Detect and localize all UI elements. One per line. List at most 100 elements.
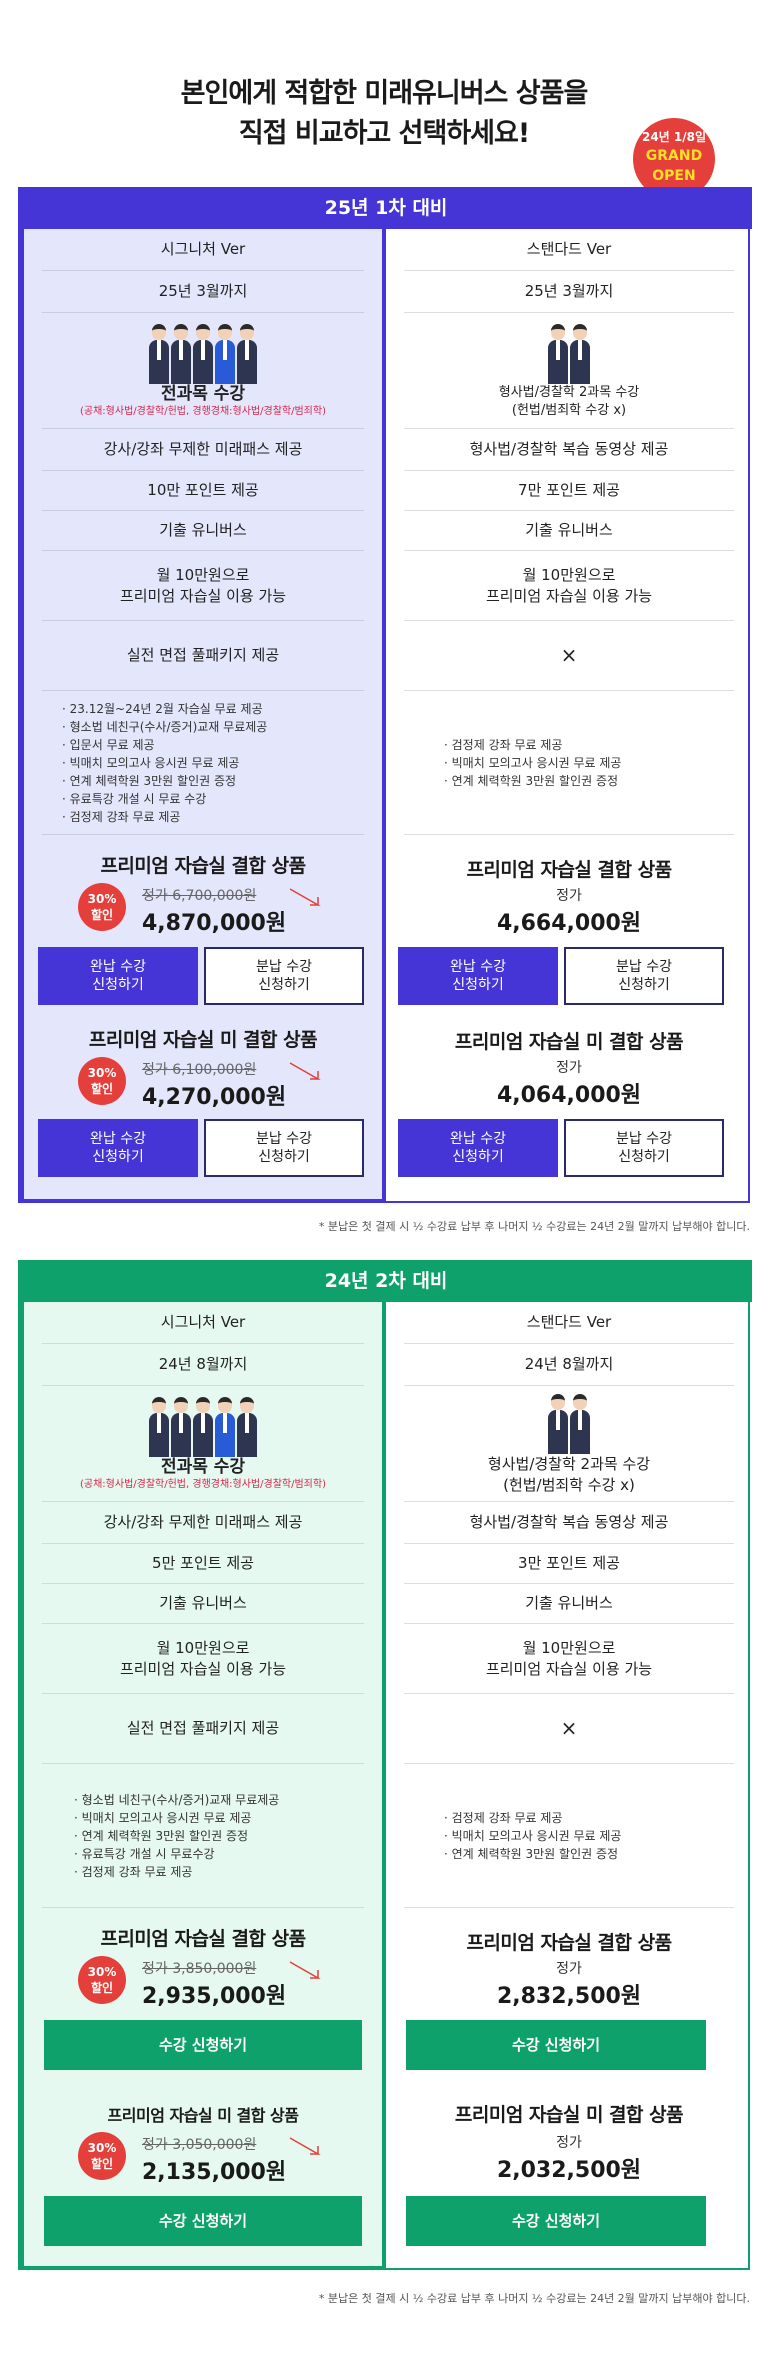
button-label-2: 신청하기 — [92, 1149, 144, 1165]
instructors-image — [548, 322, 590, 384]
discount-rate: 30% — [87, 2141, 117, 2155]
price-label: 정가 — [556, 2135, 582, 2151]
apply-button[interactable]: 수강 신청하기 — [406, 2020, 706, 2070]
period: 25년 3월까지 — [42, 271, 364, 313]
button-label-1: 분납 수강 — [616, 1131, 672, 1147]
bullet-item: 빅매치 모의고사 응시권 무료 제공 — [74, 1809, 279, 1827]
version-label: 스탠다드 Ver — [404, 1302, 734, 1344]
bullet-item: 연계 체력학원 3만원 할인권 증정 — [444, 772, 621, 790]
instructors-image — [149, 322, 257, 384]
course-box: 형사법/경찰학 2과목 수강 (헌법/범죄학 수강 x) — [404, 1386, 734, 1502]
bullet-item: 23.12월~24년 2월 자습실 무료 제공 — [62, 700, 267, 718]
benefit-pass: 강사/강좌 무제한 미래패스 제공 — [42, 1502, 364, 1544]
bullet-item: 형소법 네친구(수사/증거)교재 무료제공 — [62, 718, 268, 736]
course-subtitle: (헌법/범죄학 수강 x) — [503, 1475, 635, 1494]
benefit-interview: 실전 면접 풀패키지 제공 — [42, 1694, 364, 1764]
full-payment-button[interactable]: 완납 수강 신청하기 — [38, 947, 198, 1005]
price: 4,664,000원 — [496, 911, 642, 936]
course-subtitle: (공채:형사법/경찰학/헌법, 경행경채:형사법/경찰학/범죄학) — [80, 1479, 326, 1490]
section-25-1: 25년 1차 대비 시그니처 Ver 25년 3월까지 전과목 수강 (공채:형… — [18, 187, 752, 1203]
benefit-study-room: 월 10만원으로 프리미엄 자습실 이용 가능 — [404, 1624, 734, 1694]
price-label: 정가 — [556, 888, 582, 904]
button-label-2: 신청하기 — [92, 977, 144, 993]
product-1-title: 프리미엄 자습실 결합 상품 — [100, 1928, 306, 1950]
installment-button[interactable]: 분납 수강 신청하기 — [564, 947, 724, 1005]
benefit-study-room: 월 10만원으로 프리미엄 자습실 이용 가능 — [404, 551, 734, 621]
discount-label: 할인 — [90, 1082, 114, 1096]
arrow-icon — [289, 1961, 321, 1979]
benefit-universe: 기출 유니버스 — [404, 1584, 734, 1624]
benefit-points: 7만 포인트 제공 — [404, 471, 734, 511]
button-label-2: 신청하기 — [258, 1149, 310, 1165]
installment-button[interactable]: 분납 수강 신청하기 — [204, 1119, 364, 1177]
benefit-list: 형소법 네친구(수사/증거)교재 무료제공 빅매치 모의고사 응시권 무료 제공… — [42, 1764, 364, 1908]
full-payment-button[interactable]: 완납 수강 신청하기 — [398, 947, 558, 1005]
benefit-interview-none: × — [404, 1694, 734, 1764]
benefit-universe: 기출 유니버스 — [42, 1584, 364, 1624]
standard-column: 스탠다드 Ver 25년 3월까지 형사법/경찰학 2과목 수강 (헌법/범죄학… — [386, 229, 752, 1203]
version-label: 스탠다드 Ver — [404, 229, 734, 271]
study-room-line-2: 프리미엄 자습실 이용 가능 — [485, 1659, 653, 1678]
discount-badge: 30% 할인 — [78, 1057, 126, 1105]
discount-badge: 30% 할인 — [78, 1956, 126, 2004]
discount-rate: 30% — [87, 1066, 117, 1080]
original-price: 정가 6,700,000원 — [142, 888, 257, 904]
course-box: 전과목 수강 (공채:형사법/경찰학/헌법, 경행경채:형사법/경찰학/범죄학) — [42, 313, 364, 429]
course-title: 전과목 수강 — [160, 384, 246, 404]
sale-price: 4,270,000원 — [142, 1085, 287, 1110]
course-title: 형사법/경찰학 2과목 수강 — [498, 384, 640, 400]
button-label-1: 완납 수강 — [450, 959, 506, 975]
course-title: 전과목 수강 — [160, 1457, 246, 1477]
price: 2,832,500원 — [496, 1984, 642, 2009]
button-label-1: 완납 수강 — [90, 1131, 146, 1147]
section-24-2: 24년 2차 대비 시그니처 Ver 24년 8월까지 전과목 수강 (공채:형… — [18, 1260, 752, 2270]
arrow-icon — [289, 888, 321, 906]
bullet-item: 유료특강 개설 시 무료수강 — [74, 1845, 279, 1863]
course-title: 형사법/경찰학 2과목 수강 — [487, 1454, 651, 1473]
discount-rate: 30% — [87, 892, 117, 906]
sale-price: 2,135,000원 — [142, 2160, 287, 2185]
apply-button[interactable]: 수강 신청하기 — [406, 2196, 706, 2246]
benefit-review: 형사법/경찰학 복습 동영상 제공 — [404, 429, 734, 471]
discount-rate: 30% — [87, 1965, 117, 1979]
full-payment-button[interactable]: 완납 수강 신청하기 — [398, 1119, 558, 1177]
instructors-image — [548, 1392, 590, 1454]
study-room-line-2: 프리미엄 자습실 이용 가능 — [119, 1659, 287, 1678]
benefit-universe: 기출 유니버스 — [42, 511, 364, 551]
installment-button[interactable]: 분납 수강 신청하기 — [204, 947, 364, 1005]
discount-badge: 30% 할인 — [78, 2132, 126, 2180]
grand-open-line-1: GRAND — [645, 148, 703, 164]
bullet-item: 빅매치 모의고사 응시권 무료 제공 — [444, 754, 622, 772]
product-2-title: 프리미엄 자습실 미 결합 상품 — [88, 1029, 318, 1051]
discount-label: 할인 — [90, 2157, 114, 2171]
study-room-line-1: 월 10만원으로 — [522, 565, 616, 584]
period: 24년 8월까지 — [42, 1344, 364, 1386]
headline: 본인에게 적합한 미래유니버스 상품을 직접 비교하고 선택하세요! — [0, 74, 768, 154]
price: 2,032,500원 — [496, 2158, 642, 2183]
apply-button[interactable]: 수강 신청하기 — [44, 2196, 362, 2246]
discount-label: 할인 — [90, 908, 114, 922]
benefit-interview: 실전 면접 풀패키지 제공 — [42, 621, 364, 691]
button-label-1: 분납 수강 — [256, 959, 312, 975]
benefit-points: 5만 포인트 제공 — [42, 1544, 364, 1584]
bullet-item: 빅매치 모의고사 응시권 무료 제공 — [62, 754, 267, 772]
button-label-2: 신청하기 — [618, 1149, 670, 1165]
bullet-item: 검정제 강좌 무료 제공 — [444, 1809, 621, 1827]
product-2-title: 프리미엄 자습실 미 결합 상품 — [454, 2104, 684, 2126]
bullet-item: 연계 체력학원 3만원 할인권 증정 — [444, 1845, 621, 1863]
section-title: 25년 1차 대비 — [20, 187, 752, 229]
sale-price: 2,935,000원 — [142, 1984, 287, 2009]
bullet-item: 빅매치 모의고사 응시권 무료 제공 — [444, 1827, 622, 1845]
benefit-universe: 기출 유니버스 — [404, 511, 734, 551]
apply-button[interactable]: 수강 신청하기 — [44, 2020, 362, 2070]
course-subtitle: (공채:형사법/경찰학/헌법, 경행경채:형사법/경찰학/범죄학) — [80, 406, 326, 417]
study-room-line-1: 월 10만원으로 — [522, 1638, 616, 1657]
instructors-image — [149, 1395, 257, 1457]
discount-label: 할인 — [90, 1981, 114, 1995]
bullet-list: 검정제 강좌 무료 제공 빅매치 모의고사 응시권 무료 제공 연계 체력학원 … — [444, 736, 622, 790]
original-price: 정가 3,050,000원 — [142, 2137, 257, 2153]
product-1-title: 프리미엄 자습실 결합 상품 — [100, 855, 306, 877]
bullet-item: 검정제 강좌 무료 제공 — [444, 736, 621, 754]
